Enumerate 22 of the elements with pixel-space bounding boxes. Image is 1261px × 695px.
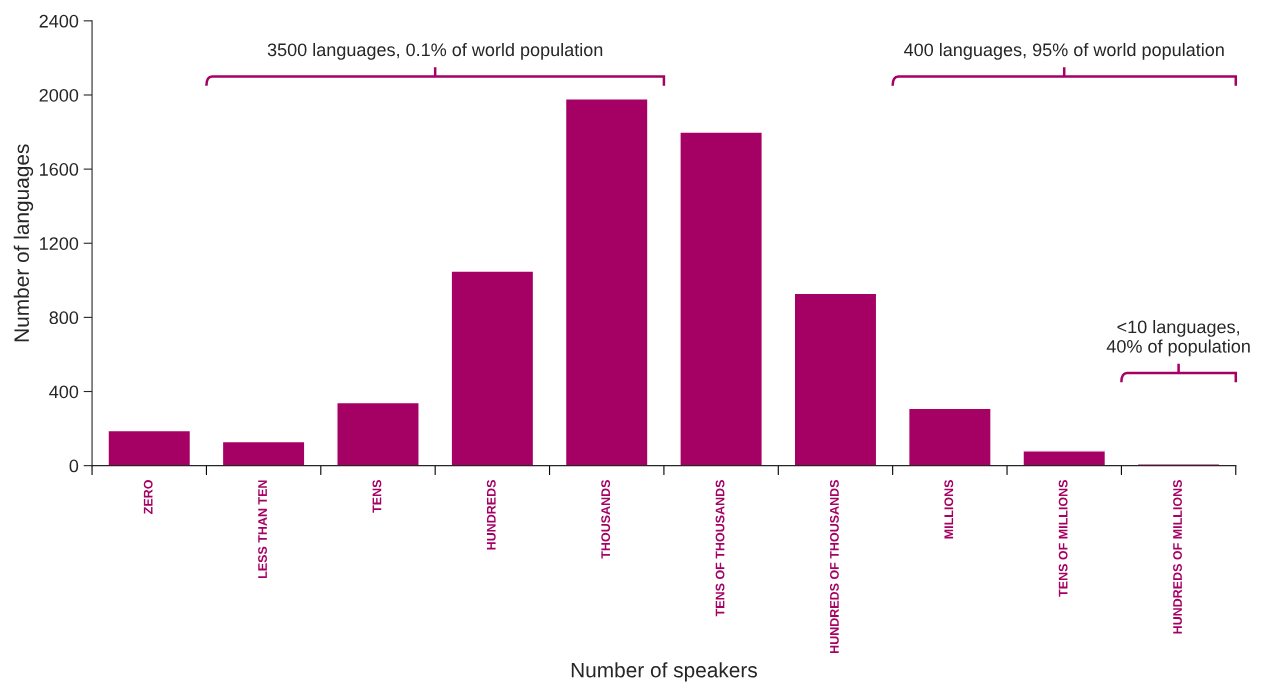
y-tick-label: 1200 [40, 237, 79, 250]
x-tick-label: MILLIONS [944, 480, 954, 539]
y-tick-label: 1600 [40, 163, 79, 176]
x-tick-label: HUNDREDS OF THOUSANDS [829, 480, 839, 654]
x-tick-label: TENS OF THOUSANDS [715, 480, 725, 617]
y-tick-label: 2400 [39, 14, 79, 28]
x-tick-label: ZERO [143, 480, 153, 514]
x-tick-label: THOUSANDS [601, 480, 611, 559]
x-axis-title: Number of speakers [571, 662, 757, 682]
x-tick-label: TENS OF MILLIONS [1058, 480, 1068, 597]
y-tick-label: 800 [49, 311, 79, 325]
y-tick-label: 0 [69, 459, 79, 473]
x-tick-label: HUNDREDS [486, 480, 496, 550]
annotation: 400 languages, 95% of world population [904, 42, 1224, 60]
y-tick-label: 2000 [39, 88, 79, 102]
annotation: 3500 languages, 0.1% of world population [267, 42, 603, 60]
x-tick-label: LESS THAN TEN [258, 480, 267, 579]
y-tick-label: 400 [49, 385, 79, 399]
y-axis-title: Number of languages [13, 144, 34, 342]
x-tick-label: HUNDREDS OF MILLIONS [1173, 480, 1182, 634]
annotation: <10 languages, 40% of population [1106, 320, 1250, 357]
x-tick-label: TENS [372, 480, 382, 513]
